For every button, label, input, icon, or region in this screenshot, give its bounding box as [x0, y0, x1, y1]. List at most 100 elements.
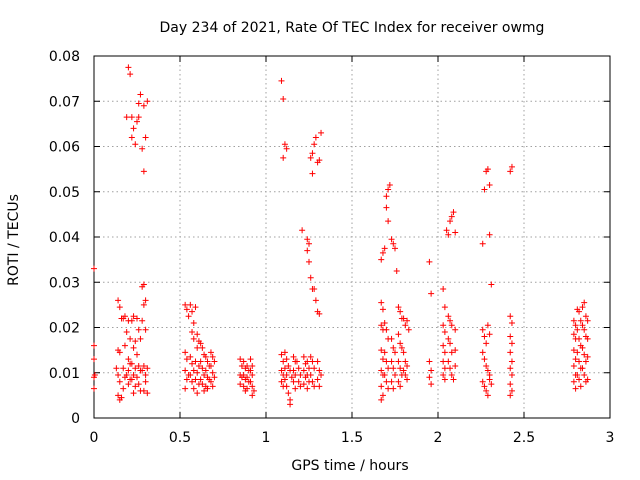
data-point	[452, 347, 459, 354]
data-point	[187, 372, 194, 379]
data-point	[581, 351, 588, 358]
data-point	[378, 396, 385, 403]
data-point	[440, 342, 447, 349]
data-point	[299, 227, 306, 234]
data-point	[238, 362, 245, 369]
data-point	[91, 372, 98, 379]
data-point	[488, 281, 495, 288]
data-point	[400, 349, 407, 356]
data-point	[309, 378, 316, 385]
data-point	[134, 118, 140, 125]
data-point	[140, 301, 147, 308]
data-point	[402, 372, 409, 379]
data-point	[383, 204, 390, 211]
data-point	[582, 313, 589, 320]
data-point	[311, 286, 318, 293]
data-point	[483, 340, 490, 347]
data-point	[209, 369, 216, 376]
data-point	[140, 387, 147, 394]
data-point	[128, 114, 135, 121]
data-point	[479, 240, 486, 247]
data-point	[486, 231, 493, 238]
data-point	[244, 362, 251, 369]
data-point	[570, 378, 577, 385]
data-point	[311, 141, 318, 148]
data-point	[385, 385, 392, 392]
data-point	[426, 374, 433, 381]
data-point	[378, 256, 385, 263]
data-point	[132, 383, 139, 390]
data-point	[121, 342, 128, 349]
data-point	[211, 358, 218, 365]
data-point	[309, 170, 316, 177]
data-point	[199, 365, 206, 372]
data-point	[448, 349, 455, 356]
data-point	[306, 258, 312, 265]
data-point	[201, 372, 208, 379]
data-point	[142, 297, 149, 304]
data-point	[300, 367, 307, 374]
x-tick-label: 1	[262, 430, 271, 446]
data-point	[441, 365, 448, 372]
data-point	[397, 340, 404, 347]
y-tick-label: 0	[71, 411, 80, 427]
data-point	[135, 326, 142, 333]
data-point	[116, 349, 123, 356]
data-point	[508, 358, 515, 365]
data-point	[486, 331, 493, 338]
data-point	[314, 358, 321, 365]
data-point	[287, 401, 294, 408]
data-point	[278, 378, 285, 385]
data-point	[140, 362, 147, 369]
data-point	[392, 245, 398, 252]
data-point	[581, 299, 588, 306]
data-point	[307, 372, 314, 379]
data-point	[130, 390, 137, 397]
data-point	[378, 347, 385, 354]
data-point	[140, 168, 147, 175]
data-point	[385, 365, 392, 372]
data-point	[183, 306, 190, 313]
data-point	[576, 358, 583, 365]
data-point	[378, 299, 385, 306]
data-point	[134, 351, 140, 358]
data-point	[440, 372, 447, 379]
data-point	[195, 362, 202, 369]
data-point	[123, 329, 130, 336]
data-point	[574, 372, 581, 379]
data-point	[441, 349, 448, 356]
data-point	[404, 317, 411, 324]
data-point	[281, 376, 288, 383]
data-point	[189, 308, 196, 315]
data-point	[581, 372, 588, 379]
data-point	[125, 64, 132, 71]
data-point	[194, 369, 201, 376]
data-point	[144, 365, 151, 372]
data-point	[508, 319, 515, 326]
data-point	[484, 322, 491, 329]
data-point	[392, 349, 398, 356]
data-point	[447, 317, 454, 324]
data-point	[201, 387, 208, 394]
x-tick-label: 1.5	[341, 430, 363, 446]
data-point	[508, 372, 515, 379]
data-point	[450, 376, 457, 383]
data-point	[390, 385, 397, 392]
data-point	[244, 374, 251, 381]
data-point	[142, 326, 149, 333]
data-point	[209, 383, 216, 390]
data-point	[127, 335, 134, 342]
data-point	[397, 365, 404, 372]
data-point	[137, 91, 144, 98]
data-point	[130, 125, 137, 132]
data-point	[381, 319, 388, 326]
data-point	[197, 340, 204, 347]
data-point	[280, 358, 287, 365]
data-point	[278, 351, 285, 358]
data-point	[312, 134, 319, 141]
data-point	[441, 376, 448, 383]
data-point	[393, 267, 400, 274]
data-point	[381, 245, 388, 252]
data-point	[211, 374, 218, 381]
